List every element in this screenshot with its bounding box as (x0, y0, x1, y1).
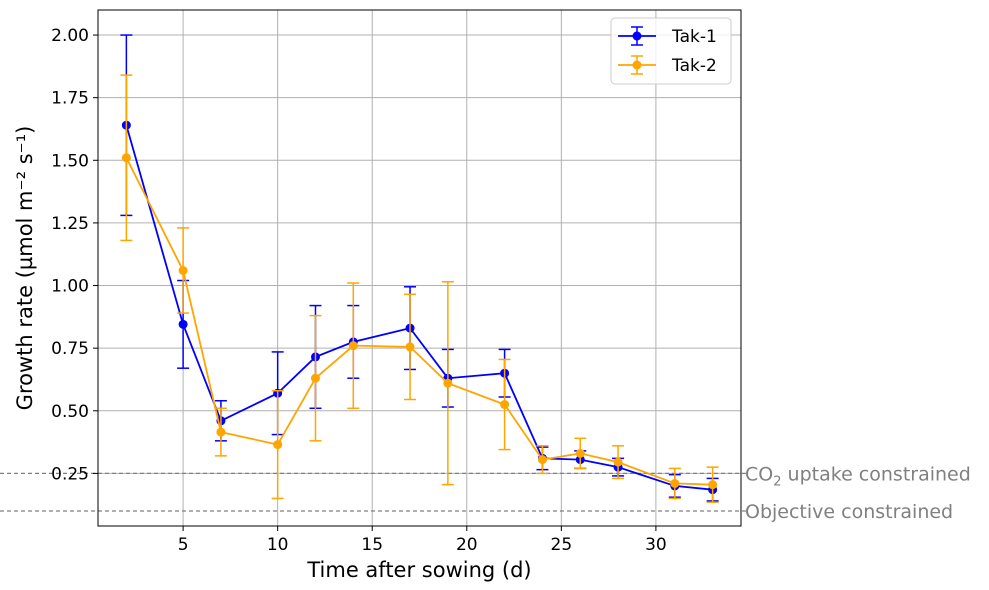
data-point (178, 266, 188, 276)
data-point (537, 455, 547, 465)
y-tick-label: 0.75 (51, 339, 89, 359)
plot-area-frame (97, 9, 742, 527)
y-tick-label: 1.25 (51, 214, 89, 234)
x-tick-label: 30 (645, 535, 667, 555)
legend: Tak-1 Tak-2 (610, 17, 732, 85)
grid-lines (98, 10, 741, 526)
axis-ticks: 5 10 15 20 25 30 0.25 0.50 0.75 1.00 1.25 1.50 1.75 2… (51, 26, 667, 555)
y-tick-label: 0.50 (51, 402, 89, 422)
data-point (575, 448, 585, 458)
series-tak-1 (120, 34, 719, 502)
x-tick-label: 10 (267, 535, 289, 555)
y-tick-label: 1.50 (51, 151, 89, 171)
reference-label-rest: uptake constrained (782, 463, 971, 485)
series-tak-2 (120, 74, 719, 503)
x-tick-label: 20 (456, 535, 478, 555)
data-point (273, 440, 283, 450)
x-tick-label: 5 (178, 535, 189, 555)
y-tick-label: 1.00 (51, 277, 89, 297)
data-point (348, 341, 358, 351)
legend-marker (632, 31, 642, 41)
y-tick-label: 1.75 (51, 89, 89, 109)
reference-line-label: CO2 uptake constrained (745, 463, 971, 489)
x-tick-label: 25 (551, 535, 573, 555)
reference-line-labels: CO2 uptake constrained Objective constrai… (745, 463, 971, 523)
reference-label-text: CO (745, 463, 773, 485)
data-point (121, 153, 131, 163)
x-tick-label: 15 (361, 535, 383, 555)
data-point (443, 378, 453, 388)
legend-label: Tak-1 (671, 27, 717, 47)
data-point (178, 319, 188, 329)
data-point (670, 478, 680, 488)
data-point (310, 373, 320, 383)
reference-line-label: Objective constrained (745, 501, 953, 523)
y-tick-label: 2.00 (51, 26, 89, 46)
reference-label-text: Objective constrained (745, 501, 953, 523)
y-axis-title: Growth rate (µmol m⁻² s⁻¹) (13, 126, 37, 411)
data-point (216, 427, 226, 437)
x-axis-title: Time after sowing (d) (306, 558, 531, 582)
data-point (405, 342, 415, 352)
series-line (125, 157, 713, 486)
legend-label: Tak-2 (671, 56, 717, 76)
data-point (500, 400, 510, 410)
data-point (613, 457, 623, 467)
data-point (708, 480, 718, 490)
series-line (125, 124, 713, 491)
legend-marker (632, 60, 642, 70)
data-series (120, 34, 719, 503)
y-tick-label: 0.25 (51, 464, 89, 484)
reference-label-subscript: 2 (773, 474, 781, 489)
reference-lines (0, 472, 748, 512)
